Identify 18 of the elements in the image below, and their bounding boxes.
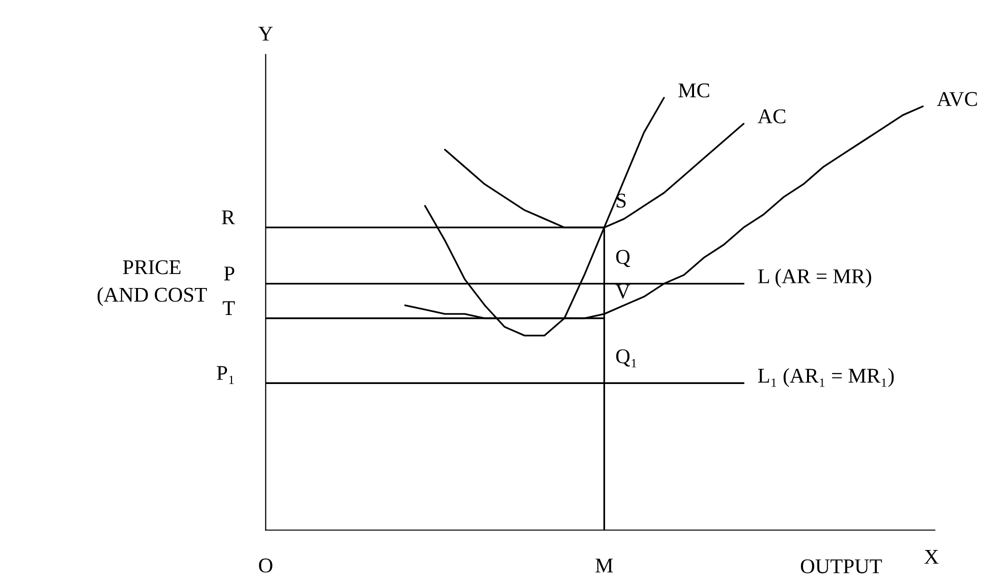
annotation: V: [616, 284, 630, 299]
annotation: P₁: [216, 366, 234, 384]
text: Y: [258, 26, 273, 41]
x-tick-label: M: [596, 558, 613, 572]
annotation: Q₁: [616, 349, 636, 368]
annotation: T: [222, 301, 235, 315]
series-label: AVC: [936, 92, 977, 106]
series-label: AC: [758, 109, 786, 124]
x-tick-label: O: [259, 558, 272, 573]
annotation: P: [224, 266, 234, 280]
text: X: [924, 550, 939, 564]
y-axis-title: PRICE (AND COST: [98, 260, 207, 306]
series-label: L₁ (AR₁ = MR₁): [758, 368, 894, 388]
annotation: R: [222, 210, 236, 224]
annotation: Q: [616, 250, 630, 268]
x-axis-title: OUTPUT: [800, 559, 882, 574]
series-label: MC: [678, 83, 710, 98]
series-label: L (AR = MR): [758, 268, 872, 288]
